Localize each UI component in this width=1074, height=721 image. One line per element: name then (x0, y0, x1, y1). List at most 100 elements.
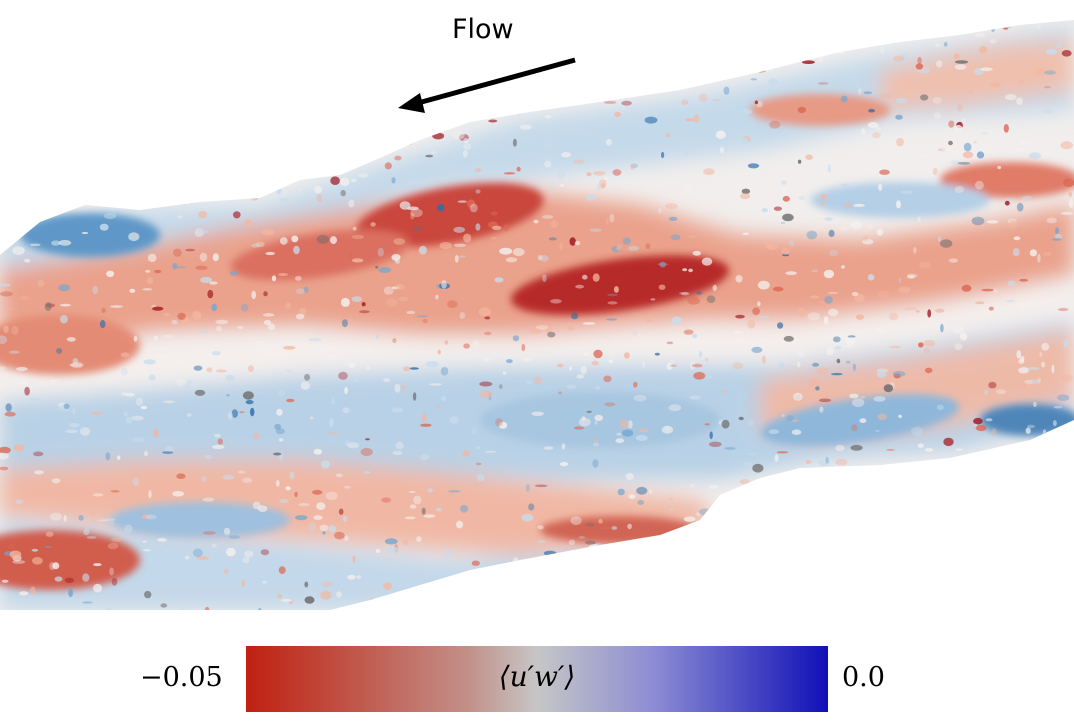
speckle (431, 584, 442, 588)
speckle (954, 542, 963, 545)
speckle (1068, 199, 1074, 208)
speckle (816, 367, 829, 375)
speckle (261, 90, 265, 99)
speckle (185, 248, 196, 252)
speckle (861, 486, 871, 493)
speckle (639, 598, 649, 603)
speckle (840, 183, 849, 187)
speckle (893, 55, 905, 62)
speckle (561, 152, 571, 158)
speckle (735, 275, 743, 283)
speckle (331, 398, 336, 405)
speckle (985, 418, 993, 422)
speckle (742, 493, 749, 498)
speckle (963, 142, 972, 152)
speckle (687, 296, 700, 305)
speckle (88, 614, 100, 621)
speckle (957, 103, 963, 112)
speckle (343, 485, 351, 489)
speckle (681, 99, 689, 105)
speckle (685, 540, 695, 549)
speckle (606, 138, 612, 146)
speckle (800, 615, 809, 624)
speckle (898, 497, 905, 503)
speckle (685, 56, 689, 61)
speckle (454, 254, 459, 263)
speckle (661, 425, 674, 434)
speckle (731, 535, 738, 540)
speckle (585, 61, 594, 71)
speckle (163, 160, 171, 165)
speckle (69, 166, 73, 169)
speckle (715, 40, 728, 45)
speckle (1023, 511, 1036, 518)
speckle (748, 20, 757, 28)
speckle (819, 406, 824, 413)
speckle (509, 565, 516, 569)
speckle (226, 547, 236, 557)
speckle (911, 426, 923, 436)
speckle (463, 143, 472, 150)
speckle (908, 569, 921, 575)
speckle (772, 286, 784, 292)
speckle (859, 418, 867, 424)
speckle (726, 510, 731, 514)
speckle (845, 360, 851, 364)
speckle (888, 312, 899, 321)
speckle (319, 524, 329, 532)
speckle (82, 573, 90, 582)
speckle (98, 173, 111, 183)
speckle (648, 489, 653, 494)
speckle (289, 471, 295, 480)
speckle (407, 92, 414, 98)
speckle (850, 221, 862, 230)
speckle (172, 491, 185, 497)
speckle (120, 368, 128, 376)
speckle (948, 140, 953, 146)
speckle (512, 335, 520, 342)
speckle (768, 78, 779, 86)
speckle (177, 312, 186, 320)
speckle (1060, 211, 1074, 215)
speckle (1007, 546, 1011, 554)
speckle (1053, 405, 1063, 409)
speckle (93, 77, 106, 86)
speckle (712, 284, 717, 291)
speckle (863, 91, 872, 95)
speckle (173, 248, 182, 257)
speckle (1007, 280, 1016, 287)
speckle (690, 549, 699, 553)
speckle (64, 44, 76, 51)
speckle (398, 296, 409, 302)
speckle (834, 345, 842, 350)
speckle (186, 379, 194, 384)
speckle (417, 20, 430, 28)
speckle (416, 536, 422, 542)
speckle (82, 601, 93, 604)
speckle (30, 140, 43, 144)
speckle (682, 566, 693, 572)
speckle (142, 549, 151, 552)
speckle (669, 497, 674, 500)
speckle (877, 413, 887, 420)
speckle (30, 586, 36, 595)
speckle (219, 74, 230, 77)
speckle (131, 21, 137, 24)
speckle (581, 591, 595, 597)
speckle (826, 347, 834, 356)
speckle (294, 276, 302, 281)
speckle (14, 614, 20, 621)
speckle (975, 301, 985, 305)
speckle (849, 393, 859, 399)
speckle (431, 24, 441, 31)
speckle (163, 42, 175, 51)
speckle (713, 608, 723, 610)
speckle (475, 223, 481, 231)
speckle (1057, 394, 1070, 402)
speckle (996, 578, 1003, 585)
speckle (350, 552, 363, 556)
speckle (658, 208, 662, 214)
speckle (26, 32, 30, 36)
speckle (85, 132, 98, 136)
speckle (740, 529, 752, 534)
